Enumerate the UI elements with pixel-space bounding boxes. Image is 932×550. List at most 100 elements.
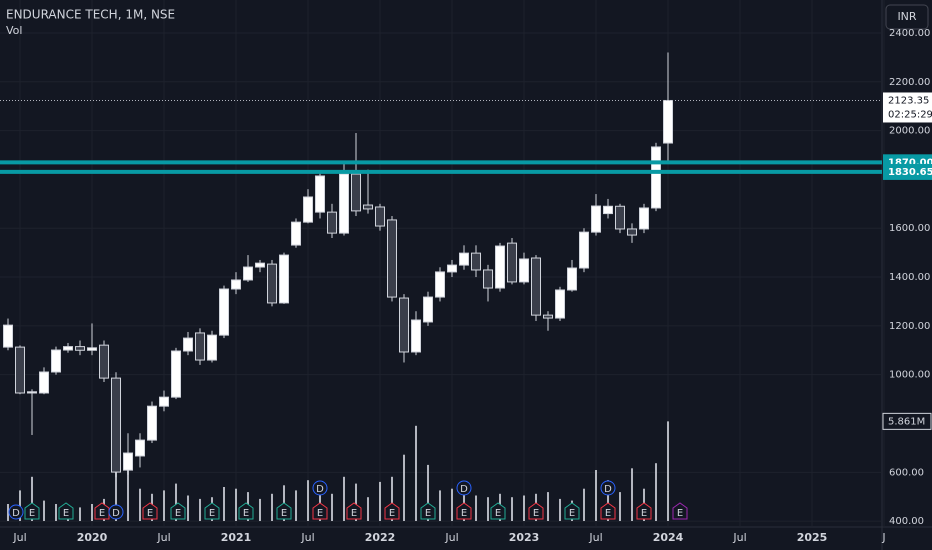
- event-label[interactable]: E: [281, 508, 287, 519]
- event-label[interactable]: E: [569, 508, 575, 519]
- volume-bar: [271, 493, 274, 521]
- event-label[interactable]: E: [389, 508, 395, 519]
- level-label: 1830.65: [888, 167, 932, 178]
- y-tick-label: 1400.00: [889, 272, 930, 283]
- earnings-badge[interactable]: [204, 502, 220, 520]
- event-label[interactable]: D: [112, 508, 120, 519]
- event-label[interactable]: E: [29, 508, 35, 519]
- dividend-badge[interactable]: [456, 480, 472, 496]
- candle-body: [483, 269, 494, 289]
- candle-body: [87, 347, 98, 351]
- event-label[interactable]: E: [243, 508, 249, 519]
- earnings-badge[interactable]: [142, 502, 158, 520]
- earnings-badge[interactable]: [384, 502, 400, 520]
- earnings-badge[interactable]: [238, 502, 254, 520]
- event-label[interactable]: E: [425, 508, 431, 519]
- event-label[interactable]: E: [63, 508, 69, 519]
- candle-body: [411, 319, 422, 353]
- level-label: 1870.00: [888, 157, 932, 168]
- volume-bar: [187, 495, 190, 521]
- y-tick-label: 2200.00: [889, 77, 930, 88]
- x-tick-label: 2025: [797, 531, 828, 544]
- event-label[interactable]: E: [533, 508, 539, 519]
- candle-body: [195, 332, 206, 361]
- volume-bar: [295, 490, 298, 521]
- x-tick-label: 2023: [509, 531, 540, 544]
- earnings-badge[interactable]: [564, 502, 580, 520]
- earnings-badge[interactable]: [58, 502, 74, 520]
- event-label[interactable]: D: [460, 484, 468, 495]
- volume-bar: [163, 490, 166, 521]
- y-tick-label: 2400.00: [889, 28, 930, 39]
- candle-body: [663, 99, 674, 144]
- candle-body: [159, 396, 170, 407]
- candle-body: [147, 405, 158, 441]
- dividend-badge[interactable]: [600, 480, 616, 496]
- volume-bar: [595, 470, 598, 521]
- earnings-badge[interactable]: [636, 502, 652, 520]
- x-tick-label: J: [881, 531, 885, 544]
- earnings-badge[interactable]: [490, 502, 506, 520]
- x-tick-label: Jul: [156, 531, 170, 544]
- x-tick-label: Jul: [588, 531, 602, 544]
- currency[interactable]: INR: [897, 10, 916, 23]
- candle-body: [627, 228, 638, 236]
- event-label[interactable]: E: [677, 508, 683, 519]
- currency-button[interactable]: [885, 4, 929, 30]
- earnings-badge[interactable]: [346, 502, 362, 520]
- volume-bar: [43, 500, 46, 521]
- event-label[interactable]: E: [317, 508, 323, 519]
- event-label[interactable]: D: [316, 484, 324, 495]
- event-label[interactable]: E: [209, 508, 215, 519]
- volume-bar: [511, 497, 514, 521]
- candle-body: [171, 350, 182, 398]
- volume-bar: [655, 463, 658, 521]
- earnings-badge[interactable]: [312, 502, 328, 520]
- candle-body: [615, 205, 626, 230]
- event-label[interactable]: E: [99, 508, 105, 519]
- earnings-badge[interactable]: [456, 502, 472, 520]
- event-label[interactable]: E: [461, 508, 467, 519]
- last-price-box: [883, 92, 932, 123]
- dividend-badge[interactable]: [108, 504, 124, 520]
- dividend-badge[interactable]: [8, 504, 24, 520]
- y-tick-label: 400.00: [889, 516, 924, 527]
- candle-body: [531, 257, 542, 316]
- volume-bar: [631, 468, 634, 521]
- earnings-badge[interactable]: [24, 502, 40, 520]
- earnings-badge[interactable]: [528, 502, 544, 520]
- volume-bar: [79, 507, 82, 521]
- event-label[interactable]: D: [12, 508, 20, 519]
- event-label[interactable]: E: [351, 508, 357, 519]
- event-label[interactable]: D: [604, 484, 612, 495]
- volume-bar: [199, 498, 202, 521]
- volume-bar: [223, 487, 226, 521]
- dividend-badge[interactable]: [312, 480, 328, 496]
- volume-bar: [319, 483, 322, 521]
- x-tick-label: Jul: [732, 531, 746, 544]
- volume-bar: [343, 476, 346, 521]
- earnings-badge[interactable]: [420, 502, 436, 520]
- earnings-badge[interactable]: [276, 502, 292, 520]
- earnings-badge[interactable]: [170, 502, 186, 520]
- volume-bar: [451, 488, 454, 521]
- candle-body: [639, 207, 650, 230]
- volume-bar: [115, 463, 118, 521]
- event-label[interactable]: E: [605, 508, 611, 519]
- candle-body: [279, 254, 290, 304]
- event-label[interactable]: E: [175, 508, 181, 519]
- earnings-badge[interactable]: [672, 502, 688, 520]
- earnings-badge[interactable]: [600, 502, 616, 520]
- volume-bar: [427, 464, 430, 521]
- event-label[interactable]: E: [495, 508, 501, 519]
- volume-bar: [667, 421, 670, 521]
- volume-bar: [379, 481, 382, 521]
- candle-body: [315, 175, 326, 213]
- candle-body: [99, 344, 110, 379]
- volume-bar: [439, 490, 442, 521]
- event-label[interactable]: E: [641, 508, 647, 519]
- event-label[interactable]: E: [147, 508, 153, 519]
- candle-body: [555, 289, 566, 319]
